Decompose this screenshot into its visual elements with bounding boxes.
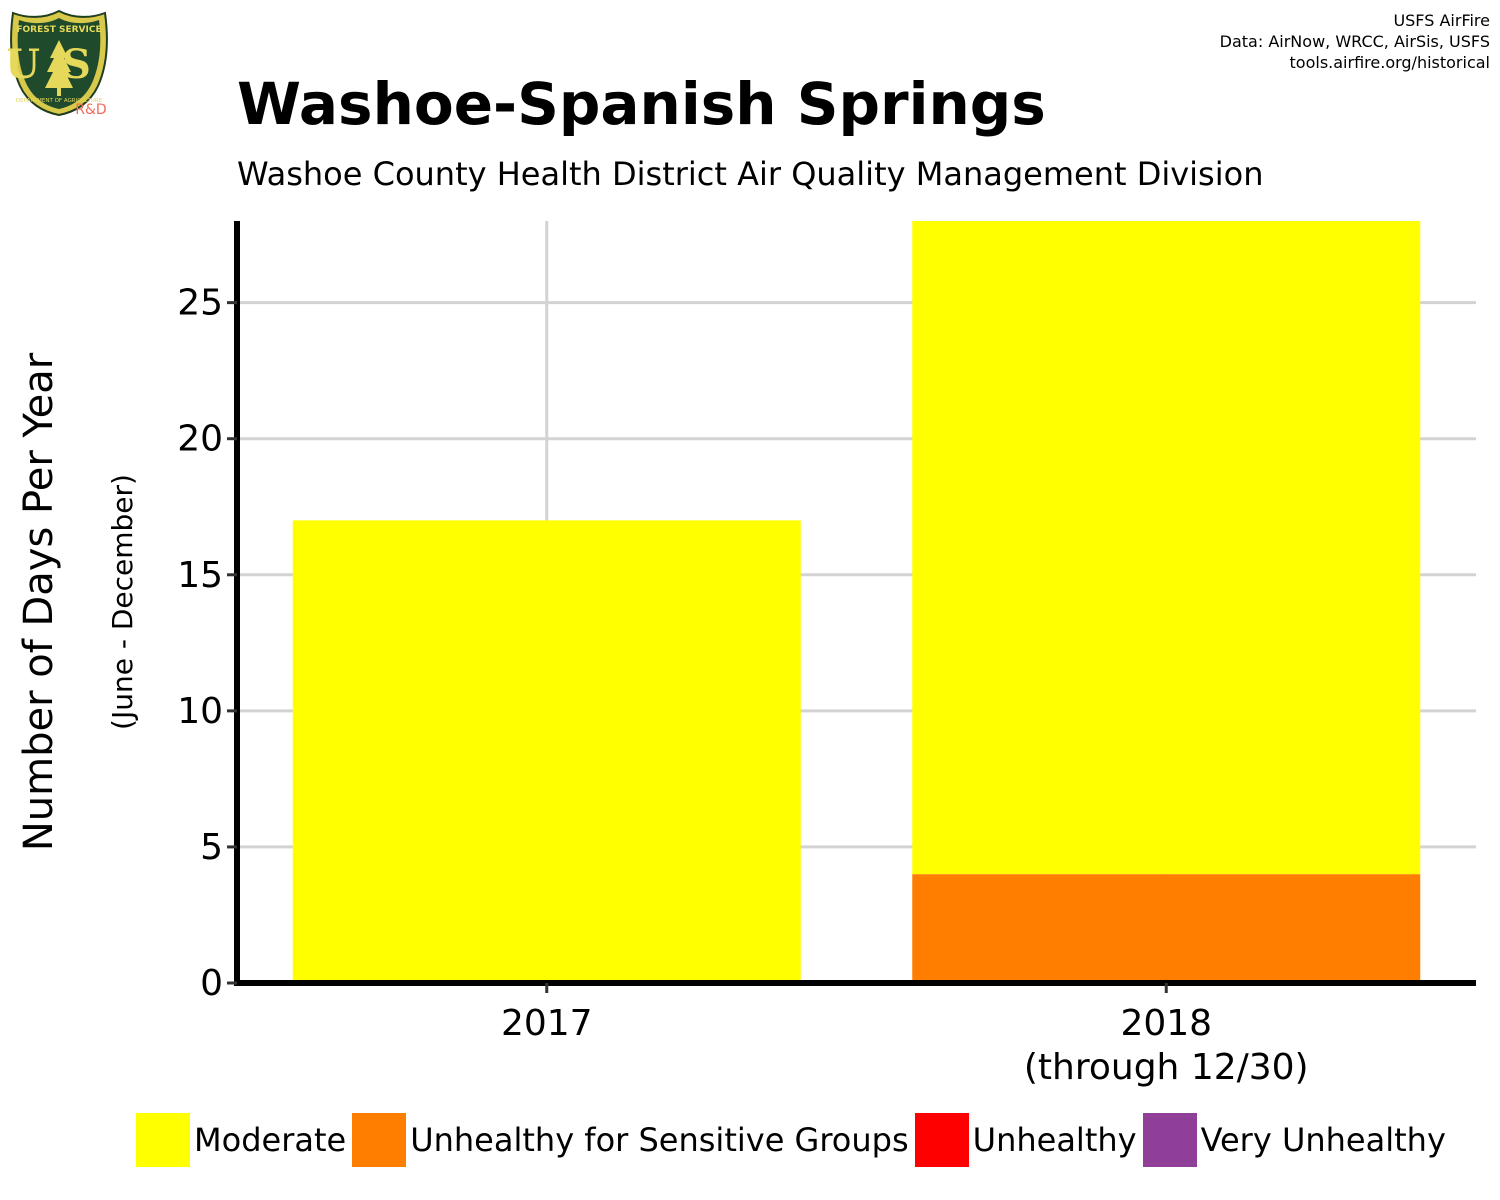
y-tick-label: 15 [177,555,223,596]
chart-subtitle: Washoe County Health District Air Qualit… [237,155,1264,193]
logo-tag: R&D [75,102,106,118]
logo-text-bottom: DEPARTMENT OF AGRICULTURE [16,98,103,104]
legend: Moderate Unhealthy for Sensitive Groups … [136,1113,1452,1167]
chart-title: Washoe-Spanish Springs [237,70,1046,138]
x-tick-label: 2018 (through 12/30) [1024,1003,1309,1088]
legend-swatch [1142,1113,1197,1167]
x-tick-label-line: 2017 [501,1003,593,1044]
legend-item-very-unhealthy: Very Unhealthy [1142,1113,1446,1167]
x-tick-label: 2017 [501,1003,593,1044]
legend-label: Unhealthy for Sensitive Groups [410,1121,909,1159]
y-axis-label: Number of Days Per Year [16,352,62,851]
y-tick-label: 10 [177,691,223,732]
legend-label: Very Unhealthy [1200,1121,1446,1159]
legend-swatch [136,1113,190,1167]
y-axis-sublabel: (June - December) [106,474,139,730]
credit-line: tools.airfire.org/historical [1289,53,1490,72]
credit-line: USFS AirFire [1393,11,1490,30]
axes [227,221,1476,993]
forest-service-shield-logo: FOREST SERVICE US DEPARTMENT OF AGRICULT… [8,9,108,118]
bar-segment-moderate [912,221,1421,875]
tick-labels: 0 5 10 15 20 25 2017 2018 (through 12/30) [177,283,1308,1088]
legend-swatch [352,1113,407,1167]
y-tick-label: 5 [200,827,223,868]
x-tick-label-line: 2018 [1120,1003,1212,1044]
legend-item-moderate: Moderate [136,1113,346,1167]
legend-label: Unhealthy [972,1121,1137,1159]
legend-label: Moderate [194,1121,347,1159]
bar-segment-unhealthy-for-sensitive-groups [912,874,1421,983]
credits: USFS AirFire Data: AirNow, WRCC, AirSis,… [1220,10,1490,73]
legend-item-usg: Unhealthy for Sensitive Groups [352,1113,909,1167]
x-tick-label-line: (through 12/30) [1024,1047,1309,1088]
y-tick-label: 20 [177,419,223,460]
legend-swatch [914,1113,969,1167]
credit-line: Data: AirNow, WRCC, AirSis, USFS [1219,32,1490,51]
bars [292,221,1421,983]
logo-text-top: FOREST SERVICE [16,25,101,35]
bar-segment-moderate [292,520,801,983]
y-tick-label: 25 [177,283,223,324]
legend-item-unhealthy: Unhealthy [914,1113,1137,1167]
y-tick-label: 0 [200,963,223,1004]
